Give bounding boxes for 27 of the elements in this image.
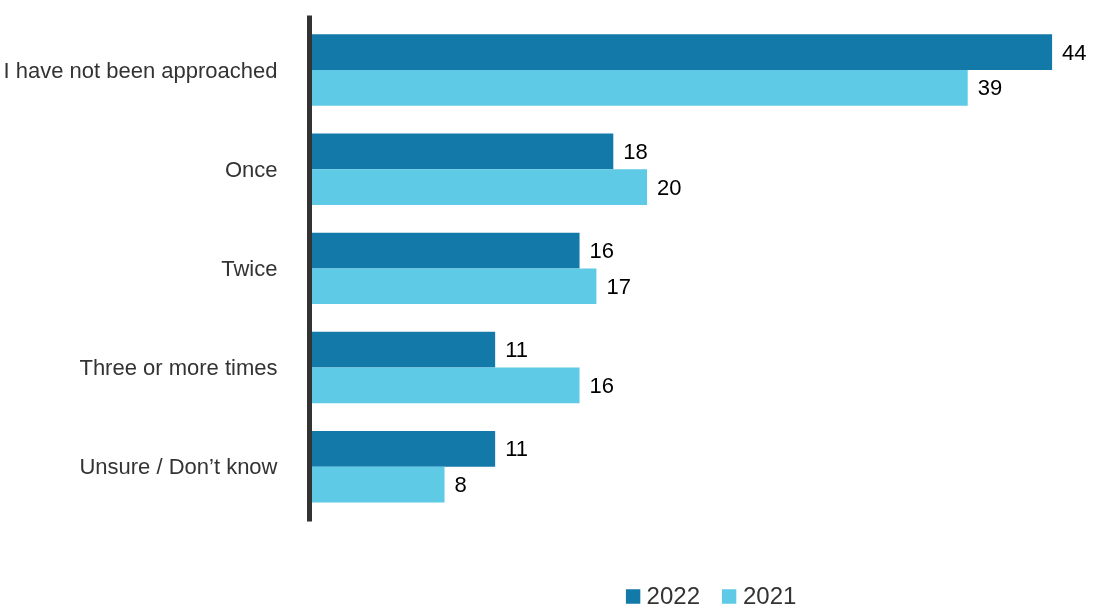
data-label: 16 — [589, 238, 615, 264]
bar — [309, 70, 968, 106]
bar — [309, 232, 580, 269]
bar — [309, 466, 445, 503]
bar — [309, 431, 496, 467]
bar — [309, 169, 648, 205]
y-tick-label: Three or more times — [79, 355, 278, 381]
y-tick-label: Once — [224, 156, 278, 182]
data-label: 11 — [505, 337, 528, 363]
data-label: 39 — [977, 75, 1003, 101]
data-label: 11 — [505, 436, 528, 462]
data-label: 44 — [1062, 39, 1087, 65]
legend-label: 2022 — [646, 582, 700, 610]
data-label: 16 — [589, 372, 615, 398]
y-tick-label: I have not been approached — [3, 57, 278, 83]
y-tick-label: Unsure / Don’t know — [79, 454, 278, 480]
data-label: 20 — [657, 174, 682, 200]
legend-label: 2021 — [743, 582, 797, 610]
bar — [309, 331, 496, 368]
bar — [309, 133, 614, 170]
data-label: 8 — [454, 472, 467, 498]
data-label: 17 — [606, 273, 631, 299]
bar — [309, 268, 597, 305]
y-tick-label: Twice — [221, 255, 278, 281]
bar — [309, 34, 1053, 71]
bar — [309, 367, 580, 404]
data-label: 18 — [623, 138, 648, 164]
